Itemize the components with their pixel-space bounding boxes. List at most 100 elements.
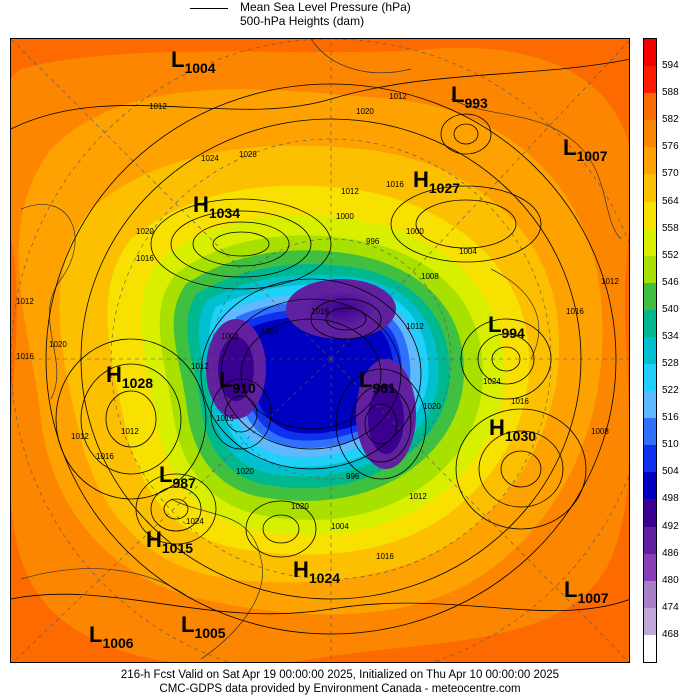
isobar-label: 996: [366, 237, 380, 246]
colorbar-segment: [644, 553, 656, 582]
isobar-label: 1016: [386, 180, 404, 189]
pressure-system-value: 1007: [577, 590, 609, 606]
colorbar-segment: [644, 147, 656, 175]
isobar-label: 1016: [16, 352, 34, 361]
vortex-west-core: [218, 337, 254, 401]
pressure-system-letter: L: [89, 622, 103, 647]
pressure-system-letter: L: [171, 47, 185, 72]
colorbar-segment: [644, 201, 656, 230]
pressure-system-letter: H: [413, 167, 429, 192]
colorbar-segment: [644, 634, 656, 663]
pressure-system-letter: H: [489, 415, 505, 440]
colorbar-label: 510: [662, 439, 679, 451]
high-pressure-label: H1024: [293, 557, 341, 587]
isobar-label: 1012: [121, 427, 139, 436]
colorbar-label: 504: [662, 466, 679, 478]
isobar-label: 1024: [186, 517, 204, 526]
isobar-label: 1016: [511, 397, 529, 406]
coastlines: [20, 39, 622, 660]
low-pressure-label: L961: [359, 367, 396, 397]
colorbar-label: 564: [662, 195, 679, 207]
pressure-system-letter: L: [563, 135, 577, 160]
pressure-system-letter: L: [359, 367, 373, 392]
pressure-system-value: 1030: [504, 428, 537, 444]
colorbar-label: 516: [662, 412, 679, 424]
low-pressure-label: L987: [159, 462, 196, 492]
pressure-system-value: 993: [464, 95, 488, 111]
colorbar-segment: [644, 607, 656, 636]
colorbar-segment: [644, 282, 656, 311]
isobar-label: 1008: [221, 332, 239, 341]
colorbar-label: 468: [662, 628, 679, 640]
isobar-label: 1020: [49, 340, 67, 349]
colorbar-segment: [644, 39, 656, 67]
height-legend-label: 500-hPa Heights (dam): [240, 14, 365, 28]
low-pressure-label: L1005: [181, 612, 226, 642]
high-pressure-label: H1027: [413, 167, 461, 197]
pressure-legend-label: Mean Sea Level Pressure (hPa): [240, 0, 411, 14]
colorbar-label: 594: [662, 60, 679, 72]
pressure-system-value: 1015: [161, 540, 194, 556]
isobar-label: 1016: [136, 254, 154, 263]
weather-map: 1012 1020 1012 1024 1028 1016 1012 1016 1020 1012…: [10, 38, 630, 663]
colorbar-segment: [644, 445, 656, 473]
pressure-system-value: 1004: [184, 60, 216, 76]
colorbar-label: 534: [662, 330, 679, 342]
pressure-system-letter: H: [293, 557, 309, 582]
isobar-label: 996: [346, 472, 360, 481]
isobar-label: 1016: [311, 307, 329, 316]
colorbar-label: 522: [662, 385, 679, 397]
isobar-label: 1000: [336, 212, 354, 221]
isobars: [11, 58, 629, 635]
isobar-label: 1012: [406, 322, 424, 331]
pressure-legend-line: [190, 8, 228, 9]
pressure-system-letter: H: [146, 527, 162, 552]
high-pressure-label: H1015: [146, 527, 194, 557]
pressure-system-letter: L: [159, 462, 173, 487]
footer: 216-h Fcst Valid on Sat Apr 19 00:00:00 …: [0, 668, 680, 696]
colorbar-label: 546: [662, 276, 679, 288]
data-credit-text: CMC-GDPS data provided by Environment Ca…: [159, 683, 521, 695]
pressure-system-value: 1007: [576, 148, 608, 164]
low-pressure-label: L1007: [564, 579, 609, 607]
high-pressure-label: H1028: [106, 364, 154, 392]
pressure-system-value: 910: [232, 380, 256, 396]
isobar-label: 1004: [459, 247, 477, 256]
pressure-system-value: 1005: [194, 625, 226, 641]
colorbar-label: 558: [662, 222, 679, 234]
colorbar-label: 480: [662, 574, 679, 586]
isobar-label: 1024: [483, 377, 501, 386]
colorbar-label: 576: [662, 141, 679, 153]
isobar-label: 1012: [71, 432, 89, 441]
isobar-label: 1012: [149, 102, 167, 111]
colorbar-segment: [644, 93, 656, 121]
map-canvas: 1012 1020 1012 1024 1028 1016 1012 1016 1020 1012…: [11, 39, 629, 662]
isobar-label: 1016: [566, 307, 584, 316]
low-pressure-label: L1006: [89, 622, 134, 652]
isobar-label: 1020: [236, 467, 254, 476]
colorbar-segment: [644, 526, 656, 555]
high-pressure-label: H1030: [489, 415, 537, 445]
isobar-label: 1020: [291, 502, 309, 511]
pressure-system-value: 1027: [428, 180, 461, 196]
pressure-system-value: 1024: [308, 570, 341, 586]
isobar-label: 1008: [591, 427, 609, 436]
forecast-valid-text: 216-h Fcst Valid on Sat Apr 19 00:00:00 …: [120, 669, 560, 681]
pressure-system-value: 1006: [102, 635, 134, 651]
height-colorbar: [643, 38, 657, 663]
colorbar-label: 486: [662, 547, 679, 559]
pressure-system-value: 1034: [208, 205, 241, 221]
colorbar-segment: [644, 336, 656, 365]
isobar-label: 1016: [96, 452, 114, 461]
isobar-label: 1004: [261, 327, 279, 336]
isobar-label: 1024: [201, 154, 219, 163]
colorbar-label: 582: [662, 114, 679, 126]
colorbar-segment: [644, 66, 656, 94]
pressure-system-value: 1028: [121, 375, 154, 391]
pressure-system-letter: L: [181, 612, 195, 637]
pressure-system-letter: L: [451, 82, 465, 107]
isobar-label: 1020: [423, 402, 441, 411]
colorbar-segment: [644, 580, 656, 609]
high-pressure-label: H1034: [193, 194, 241, 222]
colorbar-segment: [644, 418, 656, 446]
